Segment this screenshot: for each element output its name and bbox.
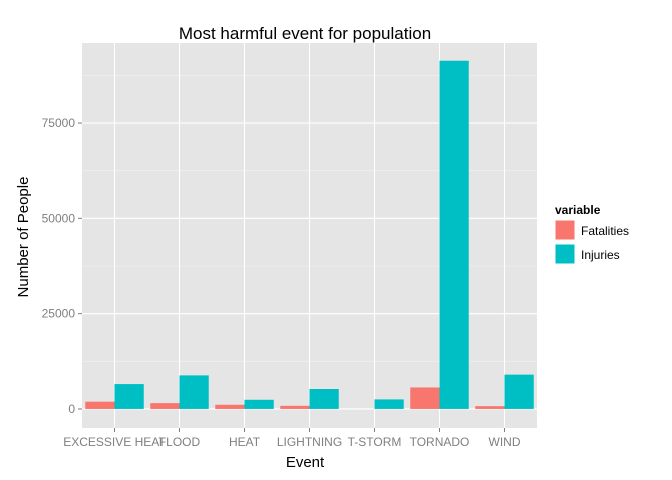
bar-injuries (504, 374, 534, 409)
bar-fatalities (85, 401, 115, 409)
bar-injuries (439, 60, 469, 409)
x-tick-label: HEAT (229, 435, 261, 449)
x-tick-label: EXCESSIVE HEAT (63, 435, 166, 449)
bar-injuries (309, 389, 339, 409)
x-tick-label: FLOOD (159, 435, 201, 449)
bar-fatalities (150, 403, 180, 409)
legend-label-fatalities: Fatalities (581, 224, 629, 238)
x-tick-label: WIND (489, 435, 521, 449)
bar-fatalities (215, 404, 245, 409)
legend-key-injuries (555, 244, 575, 264)
y-tick-label: 75000 (42, 116, 76, 130)
y-tick-label: 25000 (42, 307, 76, 321)
bar-injuries (114, 384, 144, 409)
x-tick-label: T-STORM (348, 435, 402, 449)
bar-fatalities (410, 387, 440, 409)
legend: variable Fatalities Injuries (554, 203, 629, 265)
bar-fatalities (475, 406, 505, 409)
y-axis-ticks: 0 25000 50000 75000 (42, 116, 82, 416)
legend-title: variable (555, 203, 601, 217)
chart-title: Most harmful event for population (179, 24, 431, 43)
bar-fatalities (280, 405, 310, 409)
bar-injuries (374, 399, 404, 409)
y-tick-label: 50000 (42, 211, 76, 225)
bars (85, 60, 534, 409)
y-axis-title: Number of People (15, 177, 32, 298)
x-tick-label: LIGHTNING (277, 435, 342, 449)
x-axis-title: Event (286, 454, 325, 471)
bar-injuries (179, 375, 209, 409)
legend-label-injuries: Injuries (581, 248, 620, 262)
legend-key-fatalities (555, 220, 575, 240)
x-tick-label: TORNADO (410, 435, 470, 449)
y-tick-label: 0 (68, 402, 75, 416)
bar-injuries (244, 399, 274, 409)
